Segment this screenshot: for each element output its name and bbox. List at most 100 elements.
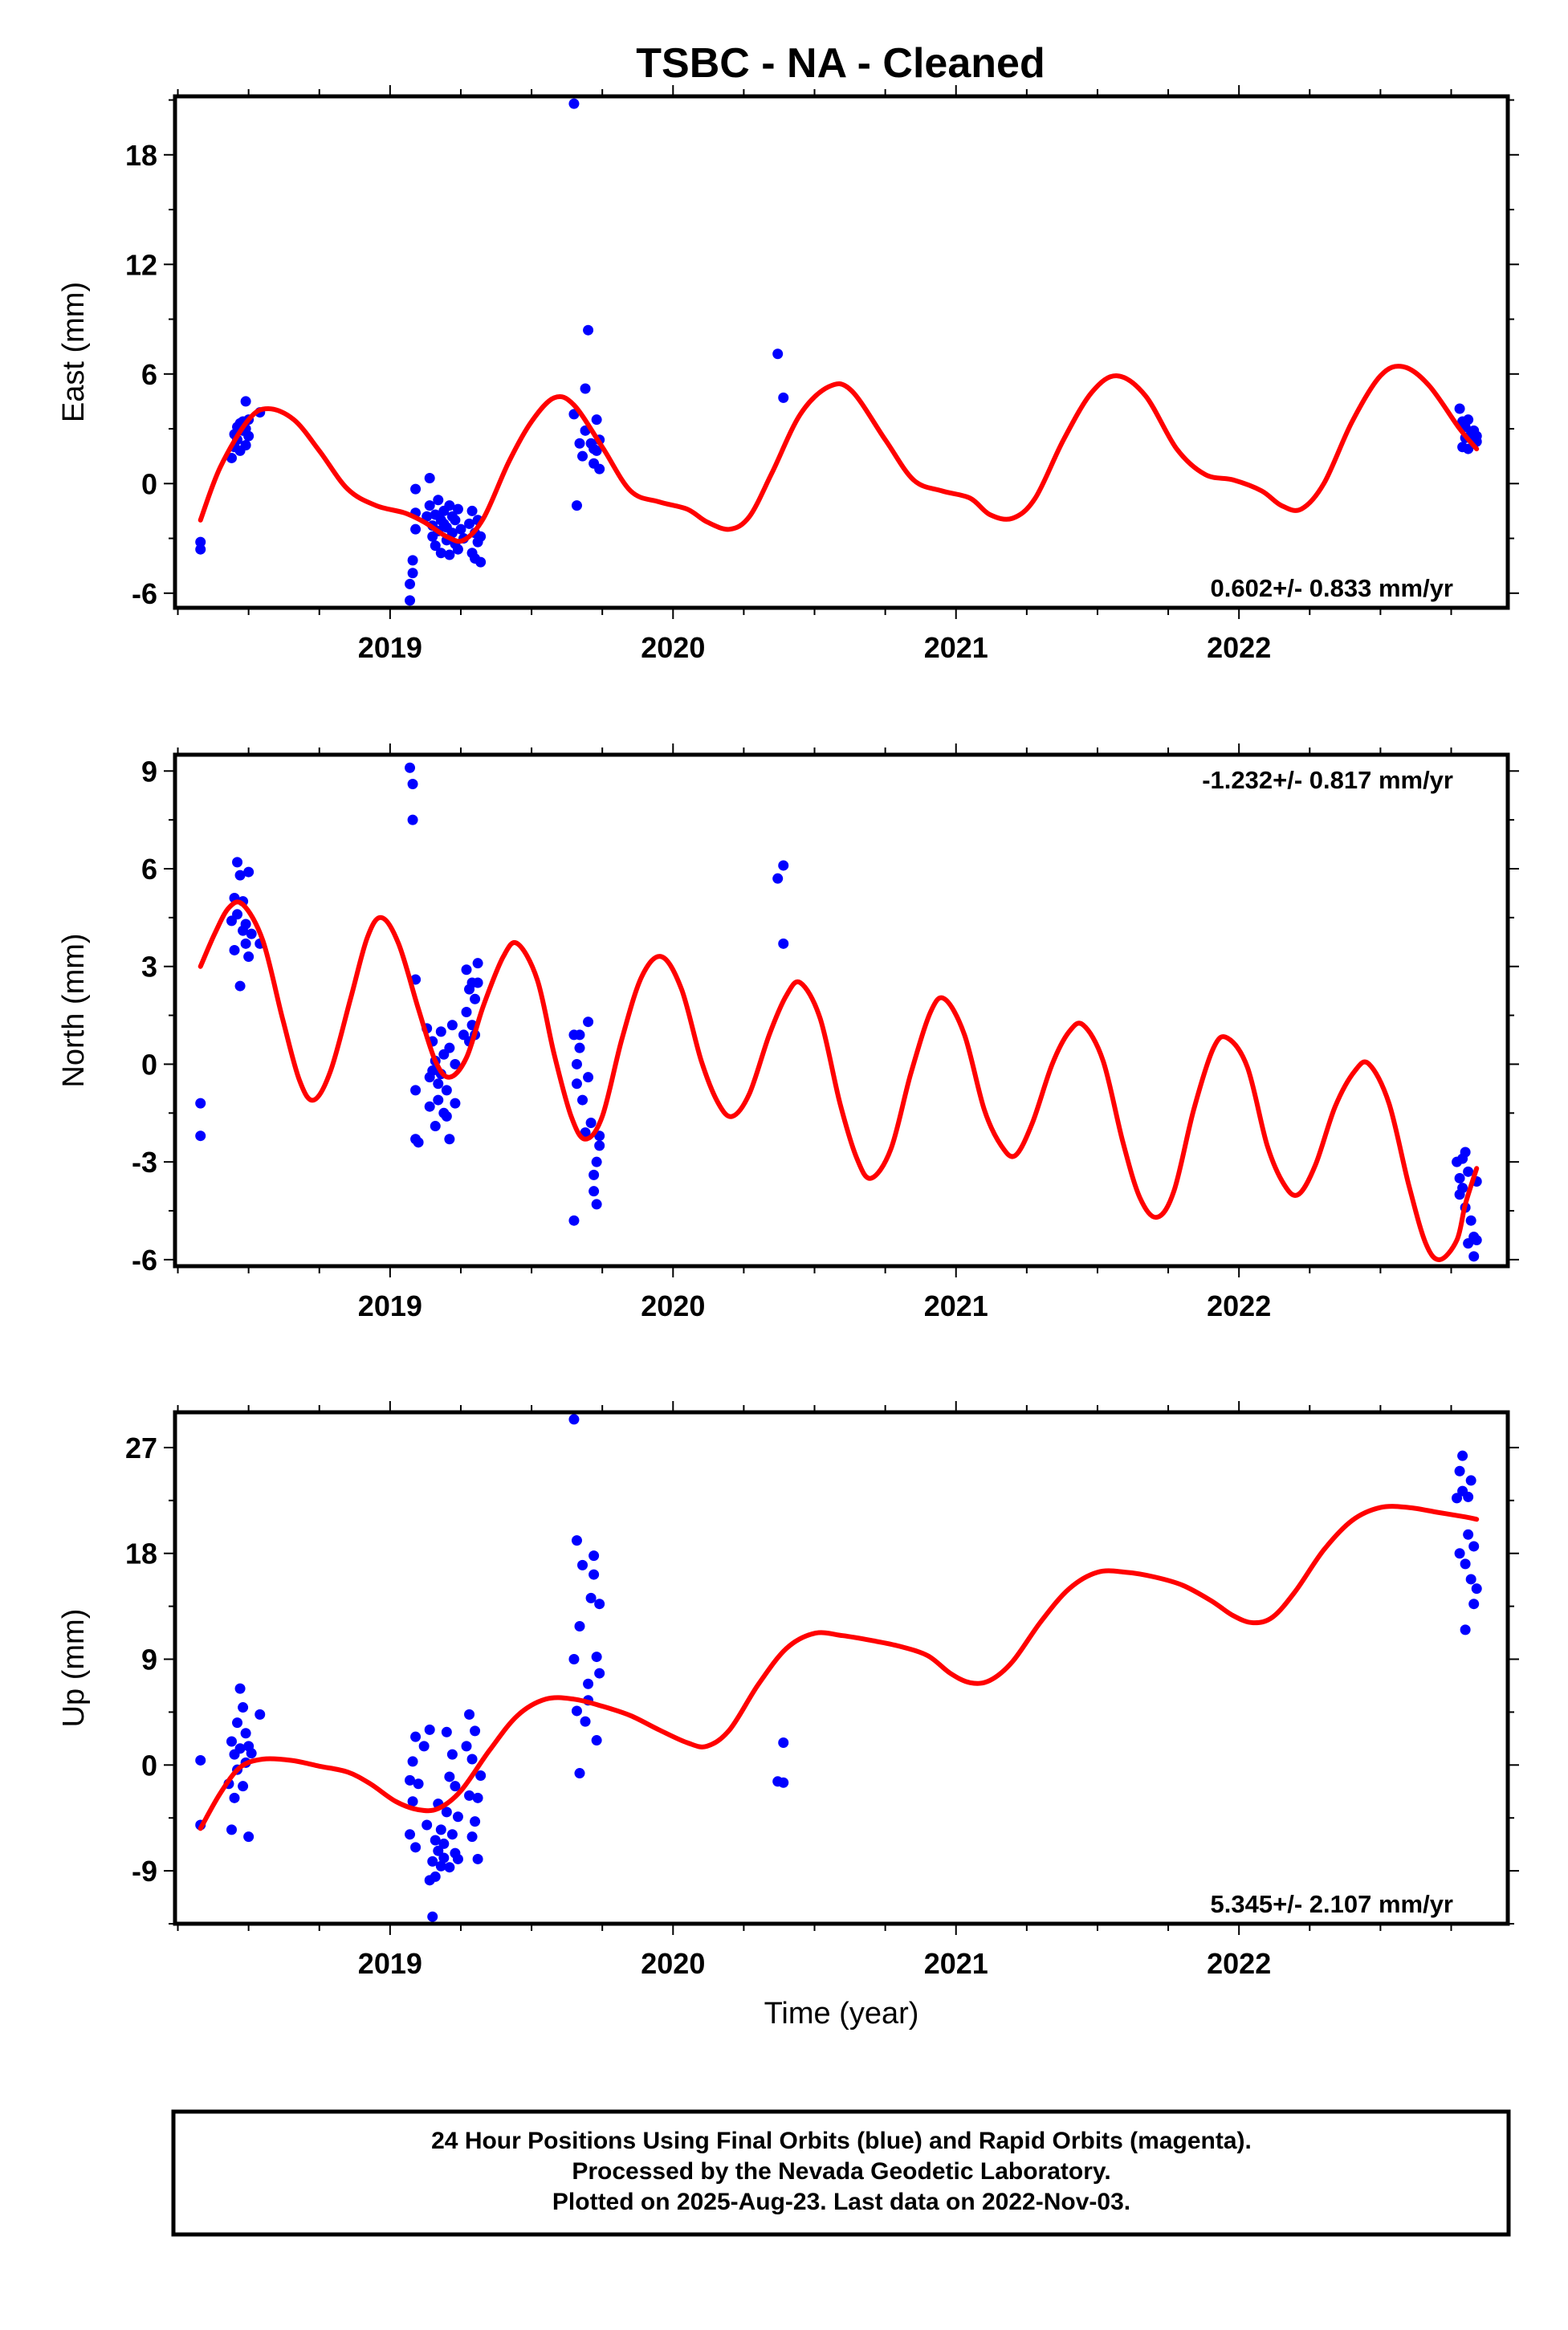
- up-y-axis-label: Up (mm): [57, 1609, 91, 1728]
- east-data-point: [772, 348, 784, 360]
- up-data-point: [594, 1668, 605, 1679]
- up-data-point: [472, 1853, 483, 1864]
- up-data-point: [240, 1728, 251, 1739]
- up-data-point: [422, 1819, 433, 1831]
- footer-frame: [171, 2109, 1511, 2237]
- up-data-point: [243, 1831, 255, 1843]
- up-y-tick-label: 9: [141, 1644, 157, 1676]
- east-y-tick-label: 0: [141, 467, 157, 500]
- up-data-point: [418, 1741, 430, 1752]
- east-y-tick-label: 12: [125, 248, 157, 281]
- up-data-point: [1463, 1491, 1474, 1502]
- east-fit-curve: [198, 364, 1480, 544]
- north-x-tick-label: 2022: [1207, 1289, 1271, 1322]
- north-plot-frame: [173, 752, 1510, 1269]
- north-data-point: [461, 1007, 472, 1018]
- panel-east: 2019 2020 2021 2022 -6 0 6 12 18 East (mm) 0.602+/…: [57, 85, 1519, 664]
- up-data-point: [466, 1754, 478, 1765]
- up-data-point: [580, 1716, 591, 1727]
- north-y-tick-label: 9: [141, 755, 157, 788]
- north-fit-curve: [198, 899, 1480, 1262]
- east-data-point: [475, 556, 487, 568]
- north-data-point: [444, 1042, 455, 1053]
- north-data-point: [472, 977, 483, 988]
- up-data-point: [568, 1654, 580, 1665]
- north-data-point: [470, 993, 481, 1004]
- north-data-point: [772, 873, 784, 884]
- up-data-point: [246, 1748, 257, 1759]
- east-data-point: [568, 98, 580, 109]
- north-points: [195, 762, 1482, 1262]
- up-data-point: [446, 1829, 458, 1840]
- up-data-point: [583, 1678, 594, 1689]
- up-data-point: [464, 1790, 475, 1801]
- east-data-point: [407, 555, 418, 566]
- up-data-point: [1454, 1465, 1465, 1477]
- east-data-point: [240, 440, 251, 451]
- east-data-point: [240, 396, 251, 407]
- north-data-point: [589, 1169, 600, 1180]
- up-data-point: [441, 1726, 452, 1737]
- up-plot-frame: [173, 1410, 1510, 1926]
- up-data-point: [591, 1652, 602, 1663]
- east-data-point: [452, 503, 463, 515]
- north-data-point: [407, 814, 418, 825]
- up-data-point: [461, 1741, 472, 1752]
- up-data-point: [405, 1829, 416, 1840]
- north-data-point: [446, 1020, 458, 1031]
- x-axis-label: Time (year): [764, 1997, 919, 2031]
- east-data-point: [410, 523, 422, 535]
- up-data-point: [430, 1835, 441, 1846]
- north-data-point: [410, 1085, 422, 1096]
- east-data-point: [430, 540, 441, 552]
- north-data-point: [232, 857, 243, 868]
- north-x-tick-label: 2021: [924, 1289, 988, 1322]
- east-data-point: [1471, 430, 1482, 442]
- north-data-point: [461, 964, 472, 976]
- up-data-point: [571, 1705, 582, 1717]
- up-data-point: [1457, 1450, 1468, 1461]
- up-data-point: [444, 1862, 455, 1873]
- up-data-point: [571, 1535, 582, 1546]
- up-data-point: [591, 1735, 602, 1746]
- north-data-point: [246, 928, 257, 939]
- up-x-tick-label: 2022: [1207, 1947, 1271, 1980]
- up-data-point: [1454, 1548, 1465, 1559]
- up-data-point: [234, 1743, 246, 1754]
- up-data-point: [410, 1731, 422, 1742]
- up-data-point: [232, 1717, 243, 1729]
- up-data-point: [568, 1414, 580, 1425]
- up-data-point: [1465, 1475, 1476, 1486]
- up-points: [195, 1414, 1482, 1922]
- up-data-point: [574, 1768, 585, 1779]
- east-data-point: [580, 383, 591, 394]
- north-data-point: [413, 1137, 424, 1148]
- north-data-point: [571, 1078, 582, 1090]
- north-data-point: [585, 1117, 597, 1128]
- north-data-point: [778, 860, 789, 871]
- north-y-tick-label: 3: [141, 951, 157, 984]
- up-rate-label: 5.345+/- 2.107 mm/yr: [1211, 1890, 1453, 1918]
- east-points: [195, 98, 1482, 606]
- north-data-point: [407, 779, 418, 790]
- up-data-point: [589, 1550, 600, 1562]
- east-y-axis-label: East (mm): [57, 282, 91, 422]
- north-data-point: [1457, 1183, 1468, 1194]
- north-data-point: [577, 1094, 589, 1106]
- up-data-point: [452, 1853, 463, 1864]
- figure-title: TSBC - NA - Cleaned: [636, 40, 1045, 87]
- up-data-point: [466, 1831, 478, 1843]
- north-data-point: [568, 1215, 580, 1226]
- north-data-point: [405, 762, 416, 773]
- north-data-point: [243, 866, 255, 878]
- up-data-point: [452, 1811, 463, 1823]
- up-data-point: [450, 1781, 461, 1792]
- up-data-point: [574, 1621, 585, 1632]
- north-data-point: [240, 938, 251, 949]
- east-rate-label: 0.602+/- 0.833 mm/yr: [1211, 574, 1453, 602]
- east-data-point: [405, 578, 416, 589]
- up-data-point: [435, 1824, 446, 1835]
- east-data-point: [594, 463, 605, 475]
- east-data-point: [407, 568, 418, 579]
- north-data-point: [232, 909, 243, 920]
